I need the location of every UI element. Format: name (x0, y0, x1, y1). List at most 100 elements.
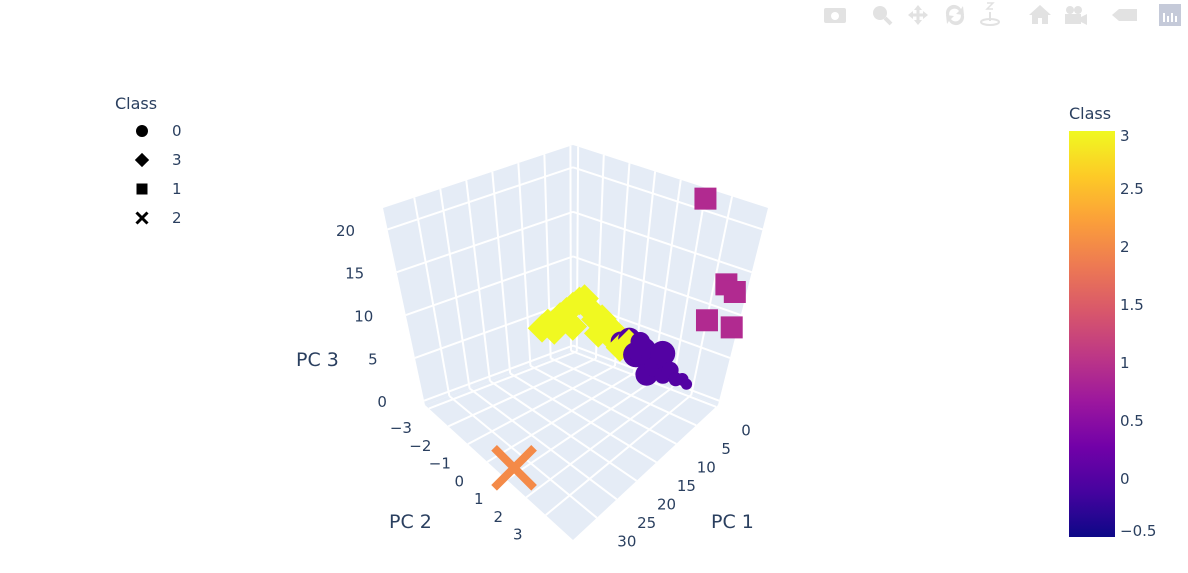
floor-gridline-y (467, 365, 616, 445)
colorbar-tick-label: 3 (1120, 127, 1130, 145)
x-tick-label: 15 (677, 477, 696, 495)
orbit-arrows (945, 4, 965, 26)
logo-square (1159, 4, 1181, 26)
y-tick-label: 0 (455, 472, 465, 490)
x-tick-label: 20 (657, 495, 676, 513)
floor-gridline-x (469, 387, 618, 501)
toggle-hover-icon[interactable] (1112, 9, 1137, 21)
legend-item-0[interactable]: 0 (136, 122, 182, 140)
data-point-class-0 (680, 378, 693, 390)
floor-gridline-y (545, 394, 692, 516)
z-axis-title: PC 3 (296, 349, 339, 371)
logo-bar (1167, 16, 1169, 22)
orbit-rotation-icon[interactable] (945, 4, 965, 26)
colorbar-tick-label: 0.5 (1120, 412, 1144, 430)
wall-gridline-z (396, 210, 574, 274)
data-point-class-1 (720, 316, 743, 339)
data-point-class-3 (614, 329, 644, 358)
data-point-class-2 (491, 445, 537, 491)
reel (1066, 6, 1074, 14)
house-shape (1029, 5, 1051, 24)
modebar (824, 2, 1181, 26)
x-tick-label: 0 (741, 421, 751, 439)
wall-gridline-z (572, 255, 742, 317)
legend-title: Class (115, 94, 157, 113)
data-point-class-0 (650, 340, 676, 367)
logo-bar (1175, 16, 1177, 22)
3d-scene[interactable] (383, 145, 768, 540)
colorbar-gradient (1069, 131, 1115, 537)
floor-gridline-y (428, 350, 578, 410)
pan-icon[interactable] (908, 5, 928, 25)
logo-bar (1163, 13, 1165, 22)
wall-gridline-x (517, 163, 532, 366)
camera-body (1065, 14, 1081, 24)
colorbar-tick-label: 1 (1120, 354, 1130, 372)
zoom-icon[interactable] (873, 6, 893, 26)
camera-lens (831, 12, 839, 20)
x-tick-label: 30 (617, 532, 636, 550)
camera-front (1081, 14, 1087, 25)
z-tick-label: 20 (336, 222, 355, 240)
data-point-class-1 (694, 187, 717, 210)
floor-gridline-y (486, 372, 635, 463)
data-point-class-3 (600, 318, 629, 347)
wall-gridline-z (572, 166, 763, 231)
wall-gridline-x (413, 197, 451, 397)
floor-gridline-x (529, 364, 677, 445)
legend-item-label: 2 (172, 209, 182, 227)
legend-item-2[interactable]: 2 (135, 209, 182, 227)
wall-gridline-y (671, 187, 708, 388)
diamond-symbol-icon (134, 152, 150, 168)
z-tick-label: 5 (368, 350, 378, 368)
colorbar-tick-label: 2 (1120, 238, 1130, 256)
square-symbol-icon (136, 183, 148, 195)
tag-shape (1112, 9, 1137, 21)
y-tick-label: 2 (493, 508, 503, 526)
legend-item-label: 3 (172, 151, 182, 169)
z-letter-icon (985, 2, 995, 10)
x-tick-label: 5 (721, 440, 731, 458)
y-tick-label: −1 (429, 455, 451, 473)
data-point-class-3 (558, 312, 588, 341)
circle-symbol-icon (136, 125, 148, 137)
camera-icon[interactable] (824, 8, 846, 23)
data-point-class-1 (723, 280, 746, 303)
turntable-ring (980, 18, 1000, 26)
colorbar-tick-label: 2.5 (1120, 180, 1144, 198)
data-point-class-1 (695, 309, 718, 332)
default-camera-view-icon[interactable] (1065, 6, 1087, 25)
y-tick-label: 3 (513, 526, 523, 544)
floor-gridline-x (489, 380, 638, 482)
reel (1074, 6, 1082, 14)
floor-plane (425, 350, 718, 540)
legend-item-3[interactable]: 3 (134, 151, 182, 169)
reset-camera-home-icon[interactable] (1029, 5, 1051, 24)
floor-gridline-x (509, 372, 657, 464)
wall-gridline-x (465, 180, 491, 382)
colorbar-tick-label: −0.5 (1120, 522, 1156, 540)
logo-bar (1171, 13, 1173, 22)
y-axis-title: PC 2 (389, 511, 432, 533)
z-tick-label: 10 (354, 308, 373, 326)
turntable-rotation-icon[interactable] (980, 2, 1000, 26)
plotly-logo-icon[interactable] (1159, 4, 1181, 26)
zoom-handle (883, 16, 893, 26)
legend-item-label: 1 (172, 180, 182, 198)
floor-gridline-x (550, 357, 697, 427)
y-tick-label: −2 (409, 437, 431, 455)
legend: Class 0 3 1 2 (115, 94, 182, 227)
x-tick-label: 25 (637, 514, 656, 532)
wall-gridline-z (387, 166, 574, 231)
z-tick-label: 15 (345, 265, 364, 283)
y-tick-label: 1 (474, 490, 484, 508)
floor-gridline-y (525, 386, 673, 499)
y-tick-label: −3 (390, 419, 412, 437)
wall-gridline-z (423, 344, 574, 402)
z-tick-label: 0 (377, 393, 387, 411)
pan-arrows (908, 5, 928, 25)
wall-gridline-z (572, 210, 753, 274)
legend-item-1[interactable]: 1 (136, 180, 182, 198)
